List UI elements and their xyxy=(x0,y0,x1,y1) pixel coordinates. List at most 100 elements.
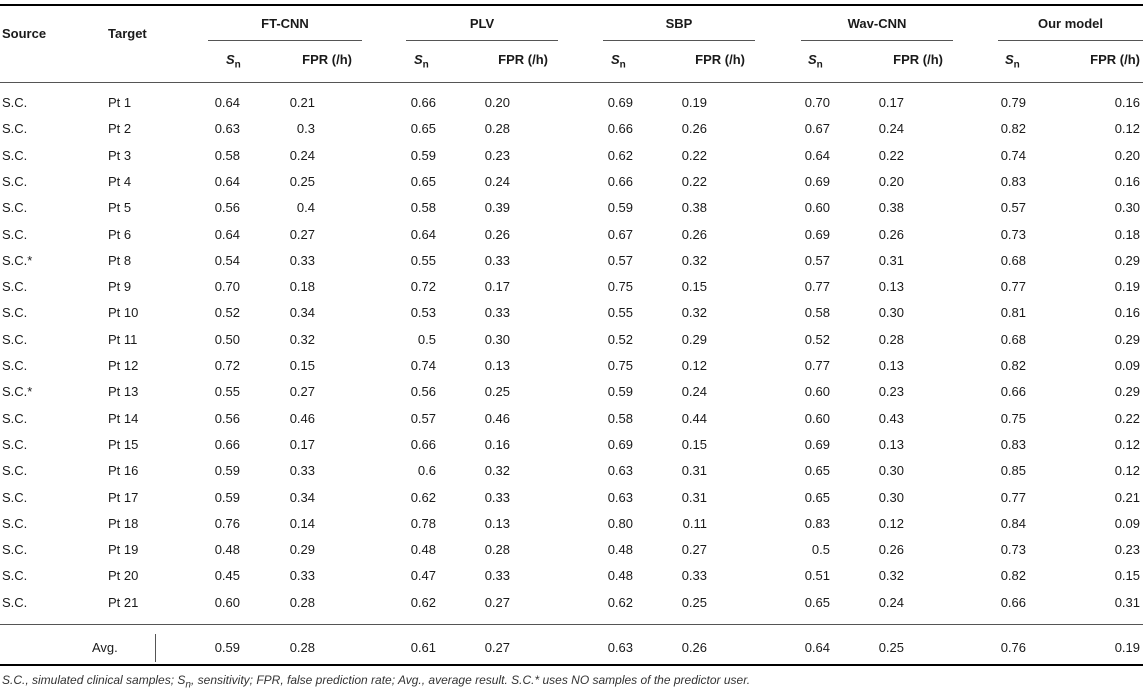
table-row-target: Pt 6 xyxy=(108,227,132,242)
table-row-target: Pt 10 xyxy=(108,305,139,320)
table-row-sn-1: 0.64 xyxy=(410,227,436,242)
table-row-fpr-4: 0.16 xyxy=(1114,95,1140,110)
table-row-sn-2: 0.62 xyxy=(607,148,633,163)
table-row-target: Pt 11 xyxy=(108,332,138,347)
table-row-fpr-2: 0.38 xyxy=(681,200,707,215)
table-row-fpr-1: 0.33 xyxy=(484,490,510,505)
header-fpr: FPR (/h) xyxy=(498,52,548,67)
table-row-sn-1: 0.48 xyxy=(410,542,436,557)
table-row-fpr-0: 0.27 xyxy=(289,227,315,242)
table-row-fpr-2: 0.15 xyxy=(681,279,707,294)
header-group-rule xyxy=(208,40,362,41)
table-row-sn-0: 0.66 xyxy=(214,437,240,452)
table-row-sn-1: 0.59 xyxy=(410,148,436,163)
table-row-fpr-0: 0.34 xyxy=(289,305,315,320)
header-group-rule xyxy=(998,40,1143,41)
table-row-sn-4: 0.77 xyxy=(1000,490,1026,505)
table-row-fpr-1: 0.33 xyxy=(484,253,510,268)
table-row-fpr-0: 0.32 xyxy=(289,332,315,347)
table-row-sn-4: 0.66 xyxy=(1000,384,1026,399)
table-row-sn-4: 0.66 xyxy=(1000,595,1026,610)
table-row-sn-3: 0.83 xyxy=(804,516,830,531)
table-footnote: S.C., simulated clinical samples; Sn, se… xyxy=(2,673,750,690)
table-row-fpr-1: 0.28 xyxy=(484,121,510,136)
table-row-sn-1: 0.62 xyxy=(410,595,436,610)
table-row-sn-3: 0.60 xyxy=(804,384,830,399)
table-row-target: Pt 1 xyxy=(108,95,132,110)
table-row-fpr-4: 0.23 xyxy=(1114,542,1140,557)
table-row-sn-1: 0.47 xyxy=(410,568,436,583)
table-row-fpr-0: 0.33 xyxy=(289,463,315,478)
table-row-sn-0: 0.56 xyxy=(214,200,240,215)
table-row-fpr-2: 0.32 xyxy=(681,253,707,268)
table-row-sn-3: 0.57 xyxy=(804,253,830,268)
table-row-sn-2: 0.69 xyxy=(607,437,633,452)
table-row-sn-0: 0.59 xyxy=(214,463,240,478)
table-row-fpr-2: 0.44 xyxy=(681,411,707,426)
header-group-3: Wav-CNN xyxy=(847,16,907,31)
table-row-sn-1: 0.56 xyxy=(410,384,436,399)
table-row-source: S.C. xyxy=(2,411,28,426)
table-row-sn-0: 0.55 xyxy=(214,384,240,399)
table-row-fpr-4: 0.16 xyxy=(1114,174,1140,189)
table-row-fpr-0: 0.14 xyxy=(289,516,315,531)
table-row-sn-2: 0.63 xyxy=(607,490,633,505)
table-row-fpr-2: 0.32 xyxy=(681,305,707,320)
table-row-source: S.C. xyxy=(2,516,28,531)
table-row-sn-2: 0.66 xyxy=(607,174,633,189)
table-row-sn-3: 0.51 xyxy=(804,568,830,583)
avg-row-fpr-3: 0.25 xyxy=(878,640,904,655)
table-row-fpr-1: 0.13 xyxy=(484,358,510,373)
table-row-fpr-2: 0.26 xyxy=(681,227,707,242)
table-row-sn-1: 0.53 xyxy=(410,305,436,320)
table-row-fpr-2: 0.24 xyxy=(681,384,707,399)
table-row-fpr-2: 0.29 xyxy=(681,332,707,347)
avg-separator xyxy=(155,634,156,662)
table-row-fpr-1: 0.33 xyxy=(484,568,510,583)
table-top-rule xyxy=(0,4,1143,6)
table-row-sn-3: 0.65 xyxy=(804,463,830,478)
table-row-sn-2: 0.48 xyxy=(607,542,633,557)
avg-row-sn-4: 0.76 xyxy=(1000,640,1026,655)
avg-row-sn-2: 0.63 xyxy=(607,640,633,655)
table-row-sn-1: 0.78 xyxy=(410,516,436,531)
table-row-fpr-1: 0.28 xyxy=(484,542,510,557)
table-row-sn-3: 0.77 xyxy=(804,279,830,294)
table-row-fpr-3: 0.31 xyxy=(878,253,904,268)
table-row-sn-1: 0.55 xyxy=(410,253,436,268)
table-row-sn-3: 0.69 xyxy=(804,437,830,452)
table-row-fpr-4: 0.19 xyxy=(1114,279,1140,294)
table-row-source: S.C. xyxy=(2,95,28,110)
table-row-fpr-3: 0.43 xyxy=(878,411,904,426)
table-row-sn-1: 0.66 xyxy=(410,95,436,110)
table-row-sn-2: 0.75 xyxy=(607,279,633,294)
table-row-fpr-3: 0.26 xyxy=(878,227,904,242)
table-row-fpr-4: 0.20 xyxy=(1114,148,1140,163)
table-row-sn-1: 0.72 xyxy=(410,279,436,294)
table-row-sn-3: 0.52 xyxy=(804,332,830,347)
table-row-fpr-0: 0.28 xyxy=(289,595,315,610)
table-row-fpr-3: 0.30 xyxy=(878,305,904,320)
table-row-fpr-3: 0.26 xyxy=(878,542,904,557)
table-row-sn-0: 0.54 xyxy=(214,253,240,268)
table-row-sn-2: 0.62 xyxy=(607,595,633,610)
table-row-sn-2: 0.66 xyxy=(607,121,633,136)
table-row-target: Pt 15 xyxy=(108,437,139,452)
table-row-sn-4: 0.84 xyxy=(1000,516,1026,531)
table-row-fpr-4: 0.29 xyxy=(1114,384,1140,399)
table-row-source: S.C. xyxy=(2,595,28,610)
table-row-target: Pt 13 xyxy=(108,384,139,399)
table-row-target: Pt 5 xyxy=(108,200,132,215)
table-row-sn-4: 0.82 xyxy=(1000,568,1026,583)
table-row-sn-3: 0.65 xyxy=(804,490,830,505)
table-row-fpr-1: 0.30 xyxy=(484,332,510,347)
table-row-fpr-2: 0.19 xyxy=(681,95,707,110)
table-row-source: S.C. xyxy=(2,200,28,215)
table-row-fpr-3: 0.13 xyxy=(878,437,904,452)
header-fpr: FPR (/h) xyxy=(695,52,745,67)
avg-row-fpr-2: 0.26 xyxy=(681,640,707,655)
table-row-sn-4: 0.68 xyxy=(1000,332,1026,347)
table-row-fpr-4: 0.21 xyxy=(1114,490,1140,505)
avg-row-fpr-4: 0.19 xyxy=(1114,640,1140,655)
table-row-target: Pt 4 xyxy=(108,174,132,189)
